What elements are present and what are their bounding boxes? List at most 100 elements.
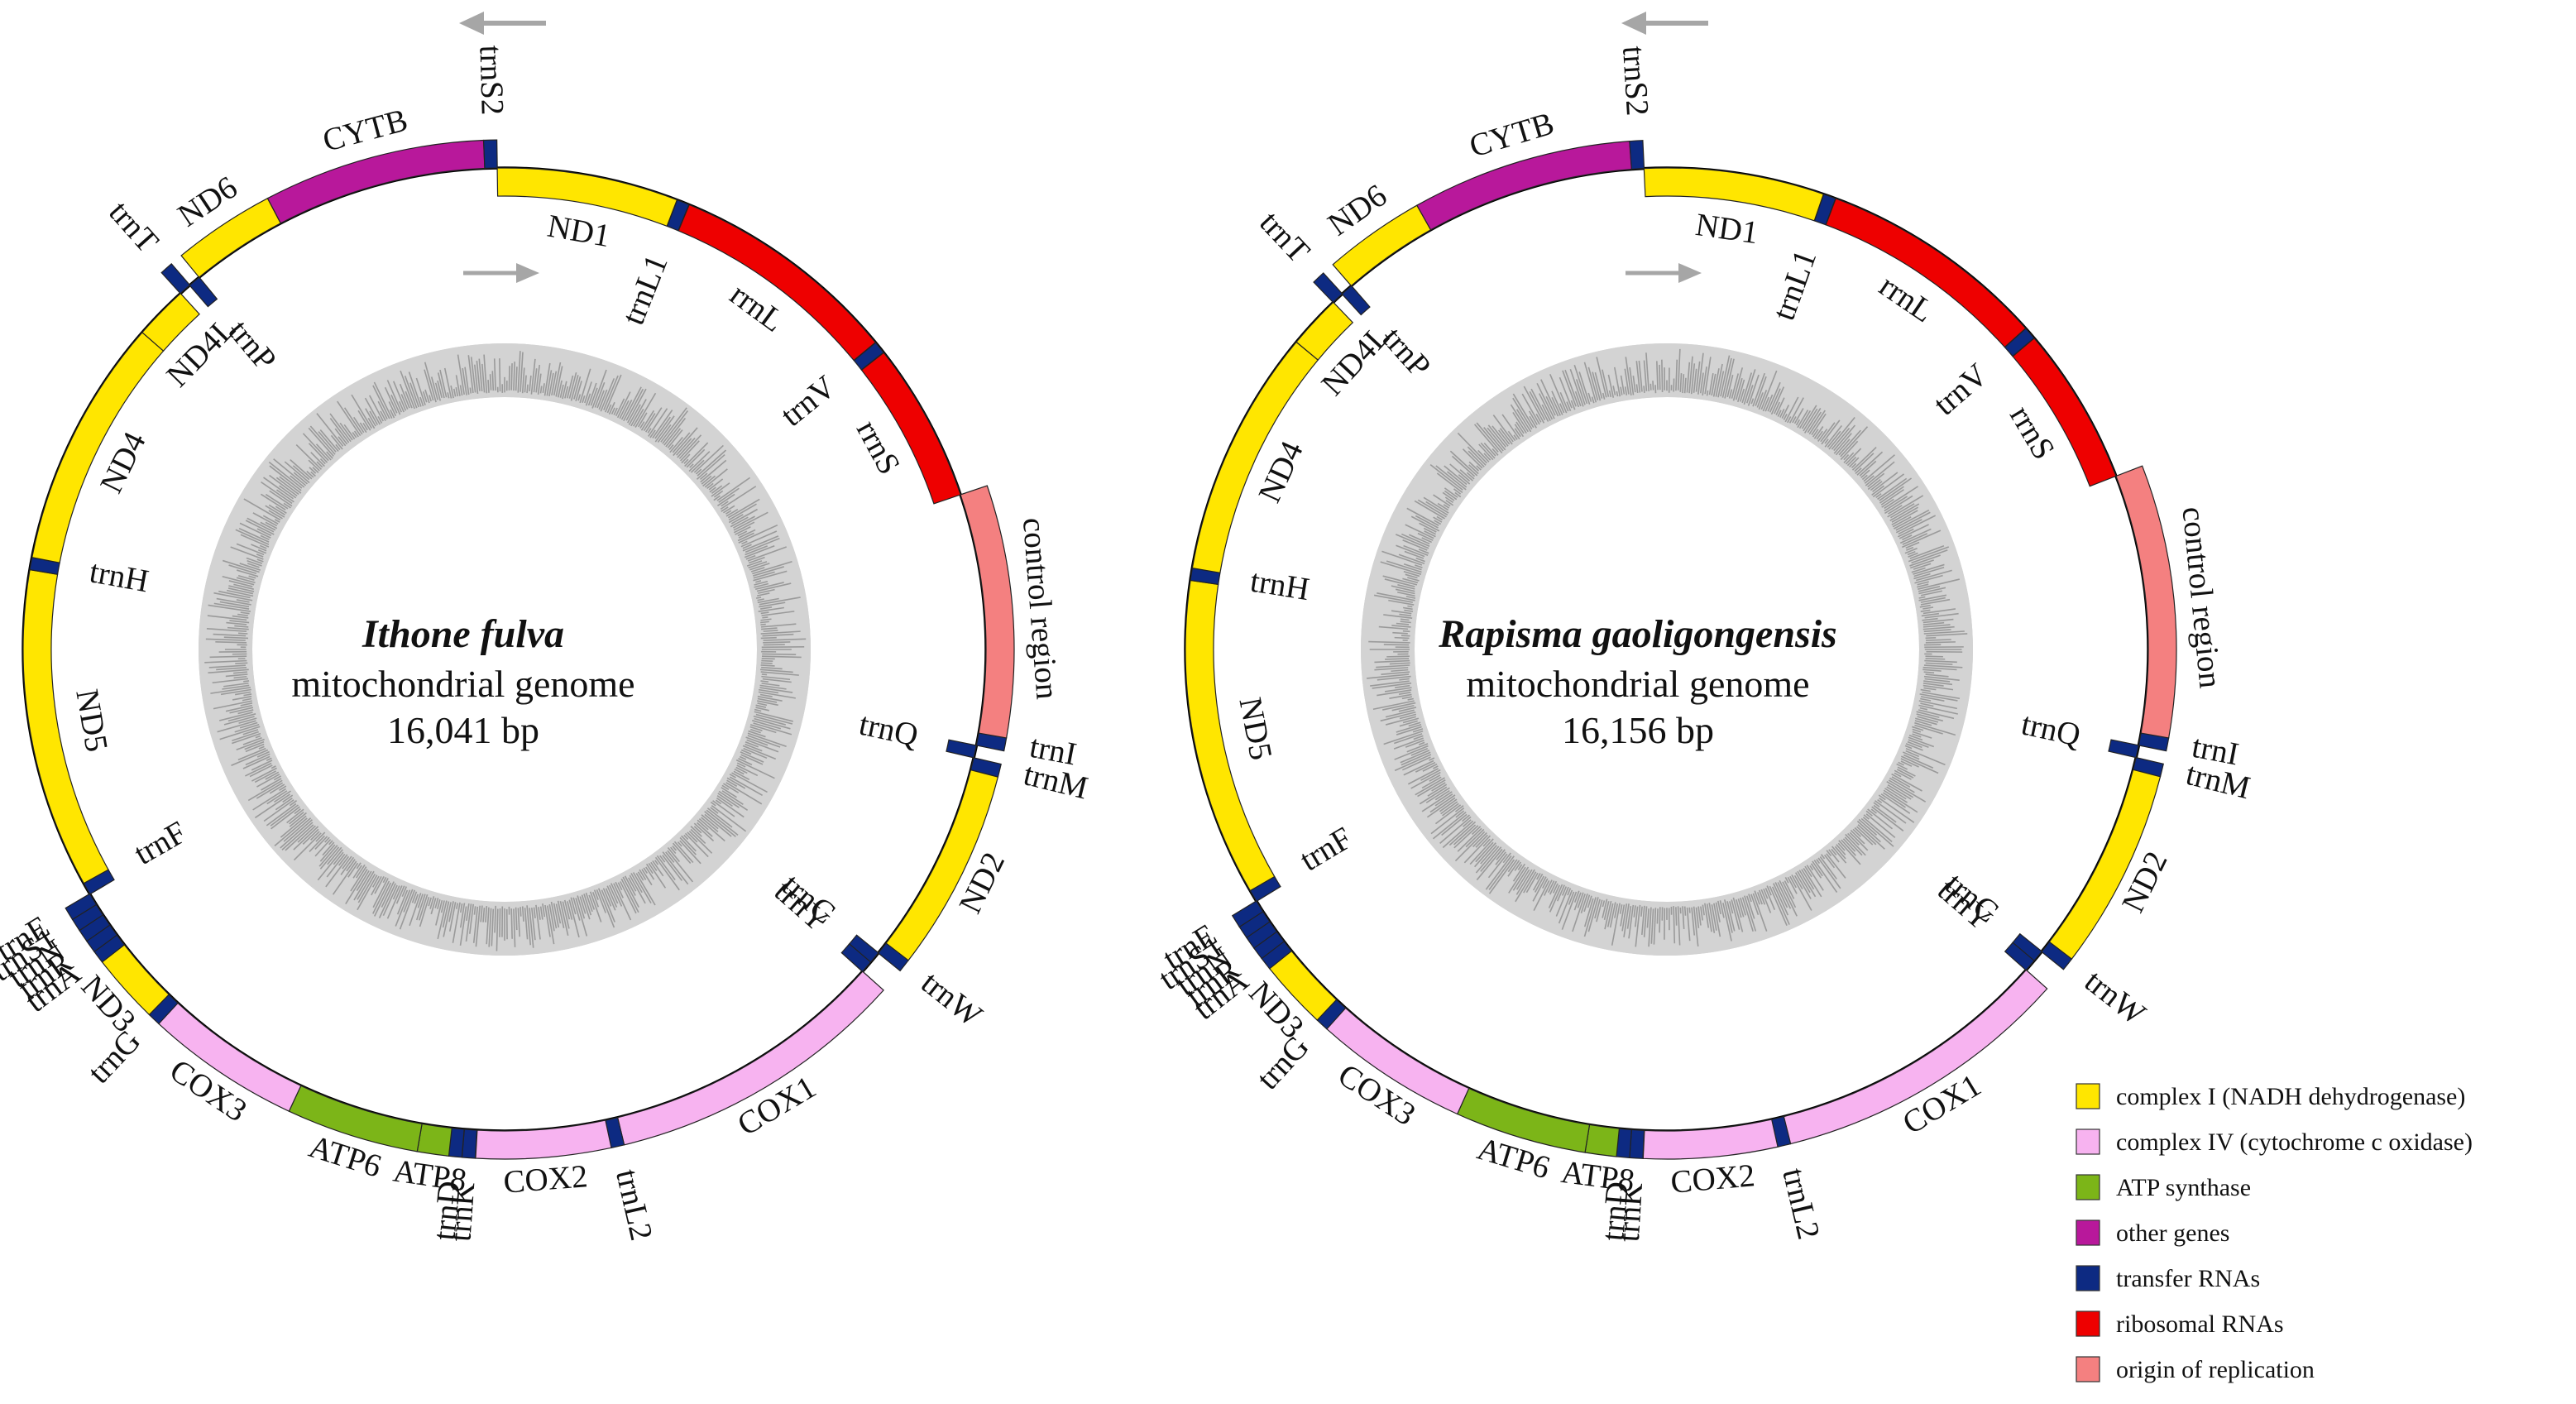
- gc-skew-bar: [1402, 606, 1413, 611]
- gc-skew-bar: [1926, 633, 1968, 637]
- gc-skew-bar: [223, 682, 249, 688]
- gc-skew-bar: [1466, 472, 1475, 480]
- gc-skew-bar: [390, 409, 395, 419]
- gc-skew-bar: [730, 516, 749, 528]
- gc-skew-bar: [437, 372, 445, 399]
- gc-skew-bar: [748, 730, 766, 738]
- gc-skew-bar: [212, 678, 249, 684]
- gc-skew-bar: [1388, 599, 1415, 606]
- gc-skew-bar: [1683, 906, 1687, 916]
- gc-skew-bar: [1567, 888, 1572, 896]
- gc-skew-bar: [292, 465, 310, 481]
- gc-skew-bar: [1587, 895, 1592, 908]
- gc-skew-bar: [594, 381, 606, 408]
- gc-skew-bar: [1895, 519, 1922, 534]
- gc-skew-bar: [1445, 500, 1454, 506]
- gc-skew-bar: [647, 428, 652, 434]
- gc-skew-bar: [1429, 774, 1441, 782]
- gc-skew-bar: [620, 881, 637, 914]
- gc-skew-bar: [353, 870, 372, 901]
- gc-skew-bar: [712, 800, 735, 817]
- gc-skew-bar: [1897, 766, 1916, 777]
- gc-skew-bar: [437, 900, 448, 940]
- gc-skew-bar: [1873, 804, 1897, 823]
- gc-skew-bar: [1737, 379, 1745, 403]
- gc-skew-bar: [761, 675, 791, 681]
- gc-skew-bar: [396, 889, 409, 915]
- gc-skew-bar: [236, 543, 265, 556]
- gc-skew-bar: [314, 839, 332, 857]
- gc-skew-bar: [1922, 621, 1945, 625]
- gc-skew-bar: [447, 392, 450, 399]
- gc-skew-bar: [1708, 372, 1714, 395]
- gc-skew-bar: [1532, 876, 1547, 902]
- gc-skew-bar: [369, 410, 379, 425]
- genome-subtitle: mitochondrial genome: [1466, 663, 1809, 705]
- gc-skew-bar: [745, 545, 768, 556]
- gc-skew-bar: [327, 846, 342, 865]
- gc-skew-bar: [1804, 865, 1812, 878]
- gc-skew-bar: [1702, 366, 1707, 396]
- gc-skew-bar: [271, 806, 300, 830]
- gc-skew-bar: [1844, 836, 1863, 856]
- gc-skew-bar: [1898, 515, 1937, 535]
- gc-skew-bar: [1396, 622, 1410, 625]
- gc-skew-bar: [1541, 404, 1551, 421]
- gc-skew-bar: [753, 570, 788, 582]
- gc-skew-bar: [1515, 409, 1532, 433]
- gc-skew-bar: [424, 369, 434, 401]
- gc-skew-bar: [430, 898, 437, 915]
- gc-skew-bar: [555, 903, 562, 924]
- gc-skew-bar: [1643, 360, 1648, 391]
- gc-skew-bar: [1823, 854, 1836, 869]
- gc-skew-bar: [1915, 717, 1937, 726]
- gc-skew-bar: [572, 897, 581, 921]
- gc-skew-bar: [1377, 689, 1412, 697]
- gc-skew-bar: [1641, 905, 1645, 936]
- gc-skew-bar: [1380, 561, 1422, 575]
- gc-skew-bar: [1488, 855, 1515, 890]
- gc-skew-bar: [1480, 845, 1497, 865]
- gc-skew-bar: [1602, 900, 1606, 908]
- gc-skew-bar: [219, 601, 250, 608]
- gc-skew-bar: [520, 352, 524, 392]
- gc-skew-bar: [620, 400, 633, 420]
- gc-skew-bar: [738, 529, 756, 539]
- gc-skew-bar: [474, 364, 479, 395]
- gc-skew-bar: [1798, 410, 1812, 429]
- gc-skew-bar: [620, 878, 639, 913]
- gc-skew-bar: [229, 620, 250, 624]
- gc-skew-bar: [1908, 736, 1935, 748]
- gc-skew-bar: [1407, 605, 1413, 608]
- gc-skew-bar: [382, 884, 398, 917]
- gc-skew-bar: [753, 571, 775, 579]
- gc-skew-bar: [1895, 511, 1931, 531]
- gc-skew-bar: [1583, 894, 1591, 913]
- gc-skew-bar: [615, 881, 624, 898]
- gc-skew-bar: [1813, 426, 1824, 439]
- gc-skew-bar: [544, 904, 551, 937]
- gc-skew-bar: [251, 767, 277, 782]
- gc-skew-bar: [758, 691, 796, 699]
- gc-skew-bar: [478, 358, 483, 392]
- gc-skew-bar: [738, 524, 778, 544]
- gc-skew-bar: [1894, 509, 1930, 529]
- gc-skew-bar: [1770, 386, 1785, 415]
- gc-skew-bar: [730, 508, 758, 525]
- gc-skew-bar: [687, 831, 698, 843]
- gene-trnq: [946, 739, 978, 759]
- gc-skew-bar: [1713, 903, 1721, 937]
- gc-skew-bar: [488, 908, 492, 947]
- gc-skew-bar: [246, 557, 263, 564]
- gc-skew-bar: [763, 641, 791, 644]
- legend: complex I (NADH dehydrogenase) complex IV…: [2076, 1083, 2473, 1383]
- gc-skew-bar: [1916, 713, 1944, 722]
- gc-skew-bar: [227, 587, 254, 595]
- gc-skew-bar: [232, 731, 259, 742]
- gc-skew-bar: [1679, 372, 1683, 392]
- gc-skew-bar: [761, 673, 768, 676]
- gc-skew-bar: [665, 428, 682, 448]
- gc-skew-bar: [1706, 390, 1709, 396]
- gc-skew-bar: [273, 458, 307, 486]
- gc-skew-bar: [309, 425, 336, 455]
